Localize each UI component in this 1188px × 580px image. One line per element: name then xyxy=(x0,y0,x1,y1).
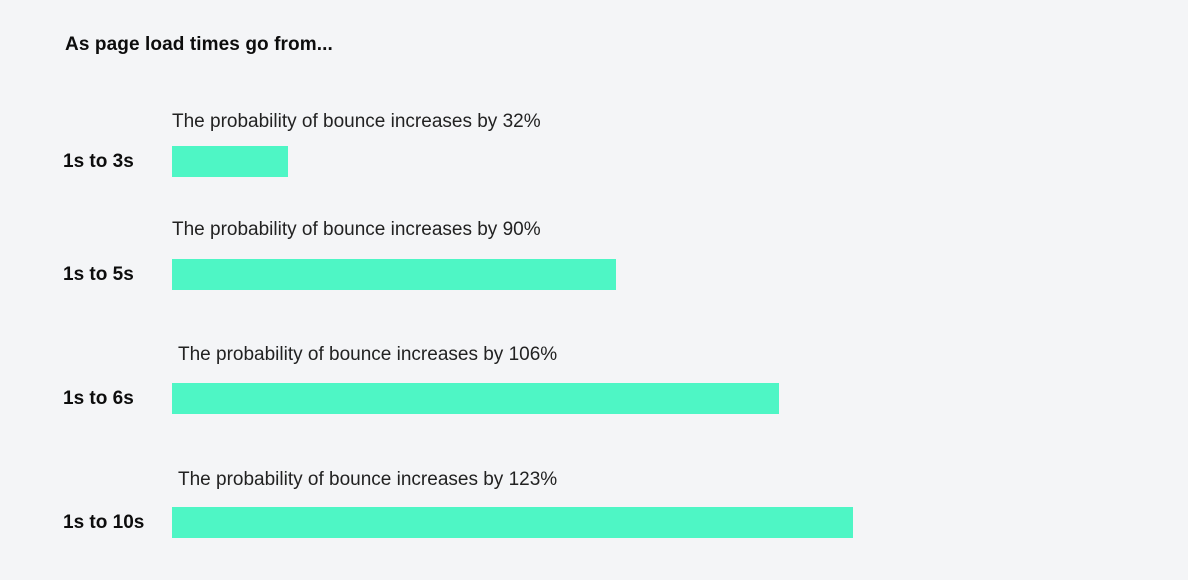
bar-annotation: The probability of bounce increases by 1… xyxy=(178,344,558,365)
bar xyxy=(172,383,779,414)
bar-annotation: The probability of bounce increases by 1… xyxy=(178,469,558,490)
category-label: 1s to 10s xyxy=(63,512,145,533)
category-label: 1s to 5s xyxy=(63,264,134,285)
bar xyxy=(172,146,288,177)
bar-annotation: The probability of bounce increases by 9… xyxy=(172,219,541,240)
bar xyxy=(172,259,616,290)
bar-annotation: The probability of bounce increases by 3… xyxy=(172,111,541,132)
category-label: 1s to 3s xyxy=(63,151,134,172)
bar xyxy=(172,507,853,538)
category-label: 1s to 6s xyxy=(63,388,134,409)
chart-title: As page load times go from... xyxy=(65,34,333,55)
